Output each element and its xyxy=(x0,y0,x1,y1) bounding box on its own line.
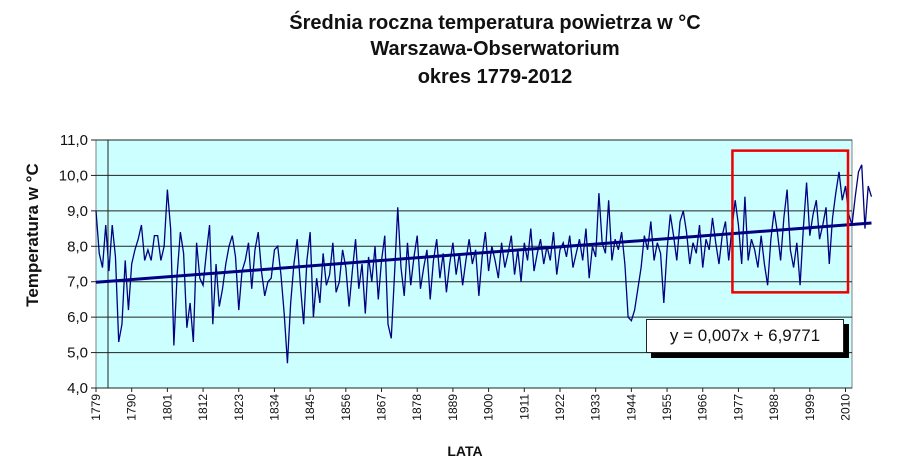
x-tick-label: 1966 xyxy=(696,394,710,421)
x-tick-label: 1999 xyxy=(803,394,817,421)
y-tick-label: 4,0 xyxy=(67,380,88,397)
y-tick-label: 5,0 xyxy=(67,345,88,362)
chart-title: Średnia roczna temperatura powietrza w °… xyxy=(289,12,701,34)
x-tick-label: 1867 xyxy=(375,394,389,421)
x-tick-label: 1955 xyxy=(660,394,674,421)
y-tick-label: 7,0 xyxy=(67,274,88,291)
x-tick-label: 1878 xyxy=(410,394,424,421)
x-tick-label: 1834 xyxy=(267,394,281,421)
x-tick-label: 1823 xyxy=(232,394,246,421)
x-tick-label: 1977 xyxy=(731,394,745,421)
trendline xyxy=(95,221,872,284)
x-axis-label: LATA xyxy=(447,443,483,459)
y-tick-label: 9,0 xyxy=(67,203,88,220)
y-tick-label: 6,0 xyxy=(67,309,88,326)
x-tick-label: 1933 xyxy=(589,394,603,421)
x-tick-label: 1801 xyxy=(160,394,174,421)
chart-subtitle-period: okres 1779-2012 xyxy=(417,66,573,88)
x-tick-label: 1779 xyxy=(89,394,103,421)
y-tick-label: 11,0 xyxy=(60,132,88,149)
y-tick-label: 10,0 xyxy=(59,167,88,184)
x-tick-label: 1900 xyxy=(482,394,496,421)
x-tick-label: 1812 xyxy=(196,394,210,421)
y-tick-label: 8,0 xyxy=(67,238,88,255)
x-tick-label: 1988 xyxy=(767,394,781,421)
x-tick-label: 1911 xyxy=(517,394,531,420)
x-tick-label: 2010 xyxy=(839,394,853,421)
x-tick-label: 1845 xyxy=(303,394,317,421)
temperature-series-line xyxy=(95,164,873,364)
x-tick-label: 1856 xyxy=(339,394,353,421)
highlight-box xyxy=(731,149,850,294)
x-tick-label: 1790 xyxy=(125,394,139,421)
x-tick-label: 1889 xyxy=(446,394,460,421)
chart-subtitle-station: Warszawa-Obserwatorium xyxy=(370,38,620,60)
x-tick-label: 1944 xyxy=(624,394,638,421)
x-tick-label: 1922 xyxy=(553,394,567,421)
trendline-equation: y = 0,007x + 6,9771 xyxy=(646,319,844,353)
